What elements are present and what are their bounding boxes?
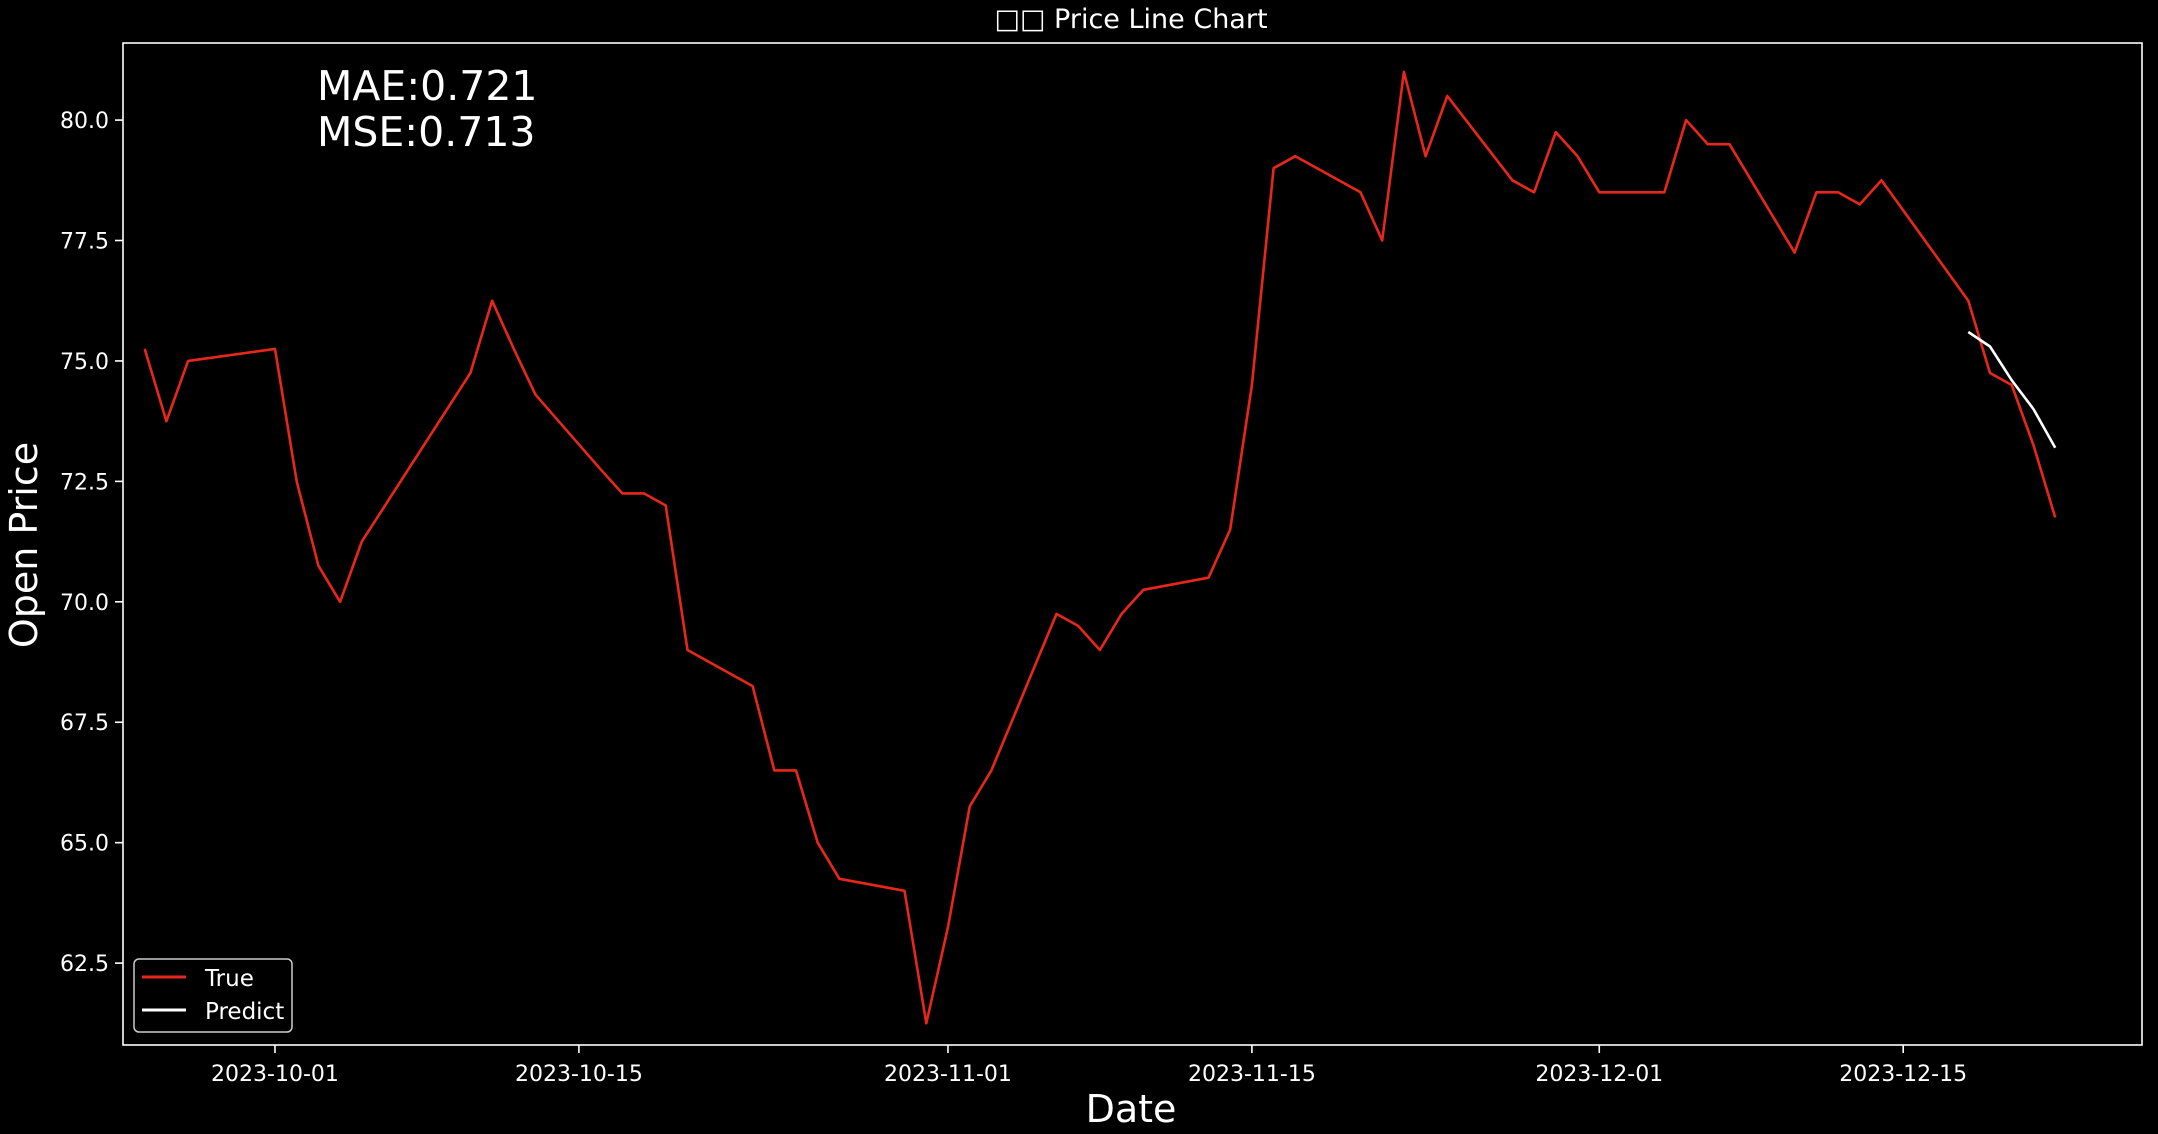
y-tick-label: 62.5 bbox=[60, 952, 109, 977]
mae-annotation: MAE:0.721 bbox=[317, 62, 538, 110]
y-tick-label: 80.0 bbox=[60, 109, 109, 134]
x-tick-label: 2023-11-15 bbox=[1188, 1062, 1316, 1087]
x-tick-label: 2023-10-15 bbox=[515, 1062, 643, 1087]
y-tick-label: 77.5 bbox=[60, 230, 109, 255]
y-axis-label: Open Price bbox=[2, 442, 46, 648]
mse-annotation: MSE:0.713 bbox=[317, 108, 536, 156]
y-tick-label: 75.0 bbox=[60, 350, 109, 375]
chart-title: □□ Price Line Chart bbox=[994, 4, 1267, 35]
legend-label-predict: Predict bbox=[205, 999, 284, 1025]
legend: True Predict bbox=[133, 958, 293, 1033]
y-tick-label: 70.0 bbox=[60, 591, 109, 616]
y-tick-label: 65.0 bbox=[60, 832, 109, 857]
legend-label-true: True bbox=[204, 966, 254, 992]
y-tick-label: 67.5 bbox=[60, 711, 109, 736]
plot-frame bbox=[122, 42, 2143, 1046]
series-line-predict bbox=[1967, 330, 2057, 449]
x-tick-label: 2023-12-01 bbox=[1535, 1062, 1663, 1087]
x-tick-label: 2023-12-15 bbox=[1839, 1062, 1967, 1087]
x-tick-label: 2023-11-01 bbox=[884, 1062, 1012, 1087]
y-tick-label: 72.5 bbox=[60, 470, 109, 495]
x-axis-label: Date bbox=[1086, 1087, 1177, 1131]
x-tick-label: 2023-10-01 bbox=[211, 1062, 339, 1087]
x-axis: 2023-10-01 2023-10-15 2023-11-01 2023-11-15… bbox=[211, 1045, 1967, 1087]
y-axis: 62.5 65.0 67.5 70.0 72.5 75.0 77.5 80.0 bbox=[60, 109, 123, 977]
series-line-true bbox=[143, 70, 2057, 1025]
series-layer bbox=[143, 70, 2057, 1025]
